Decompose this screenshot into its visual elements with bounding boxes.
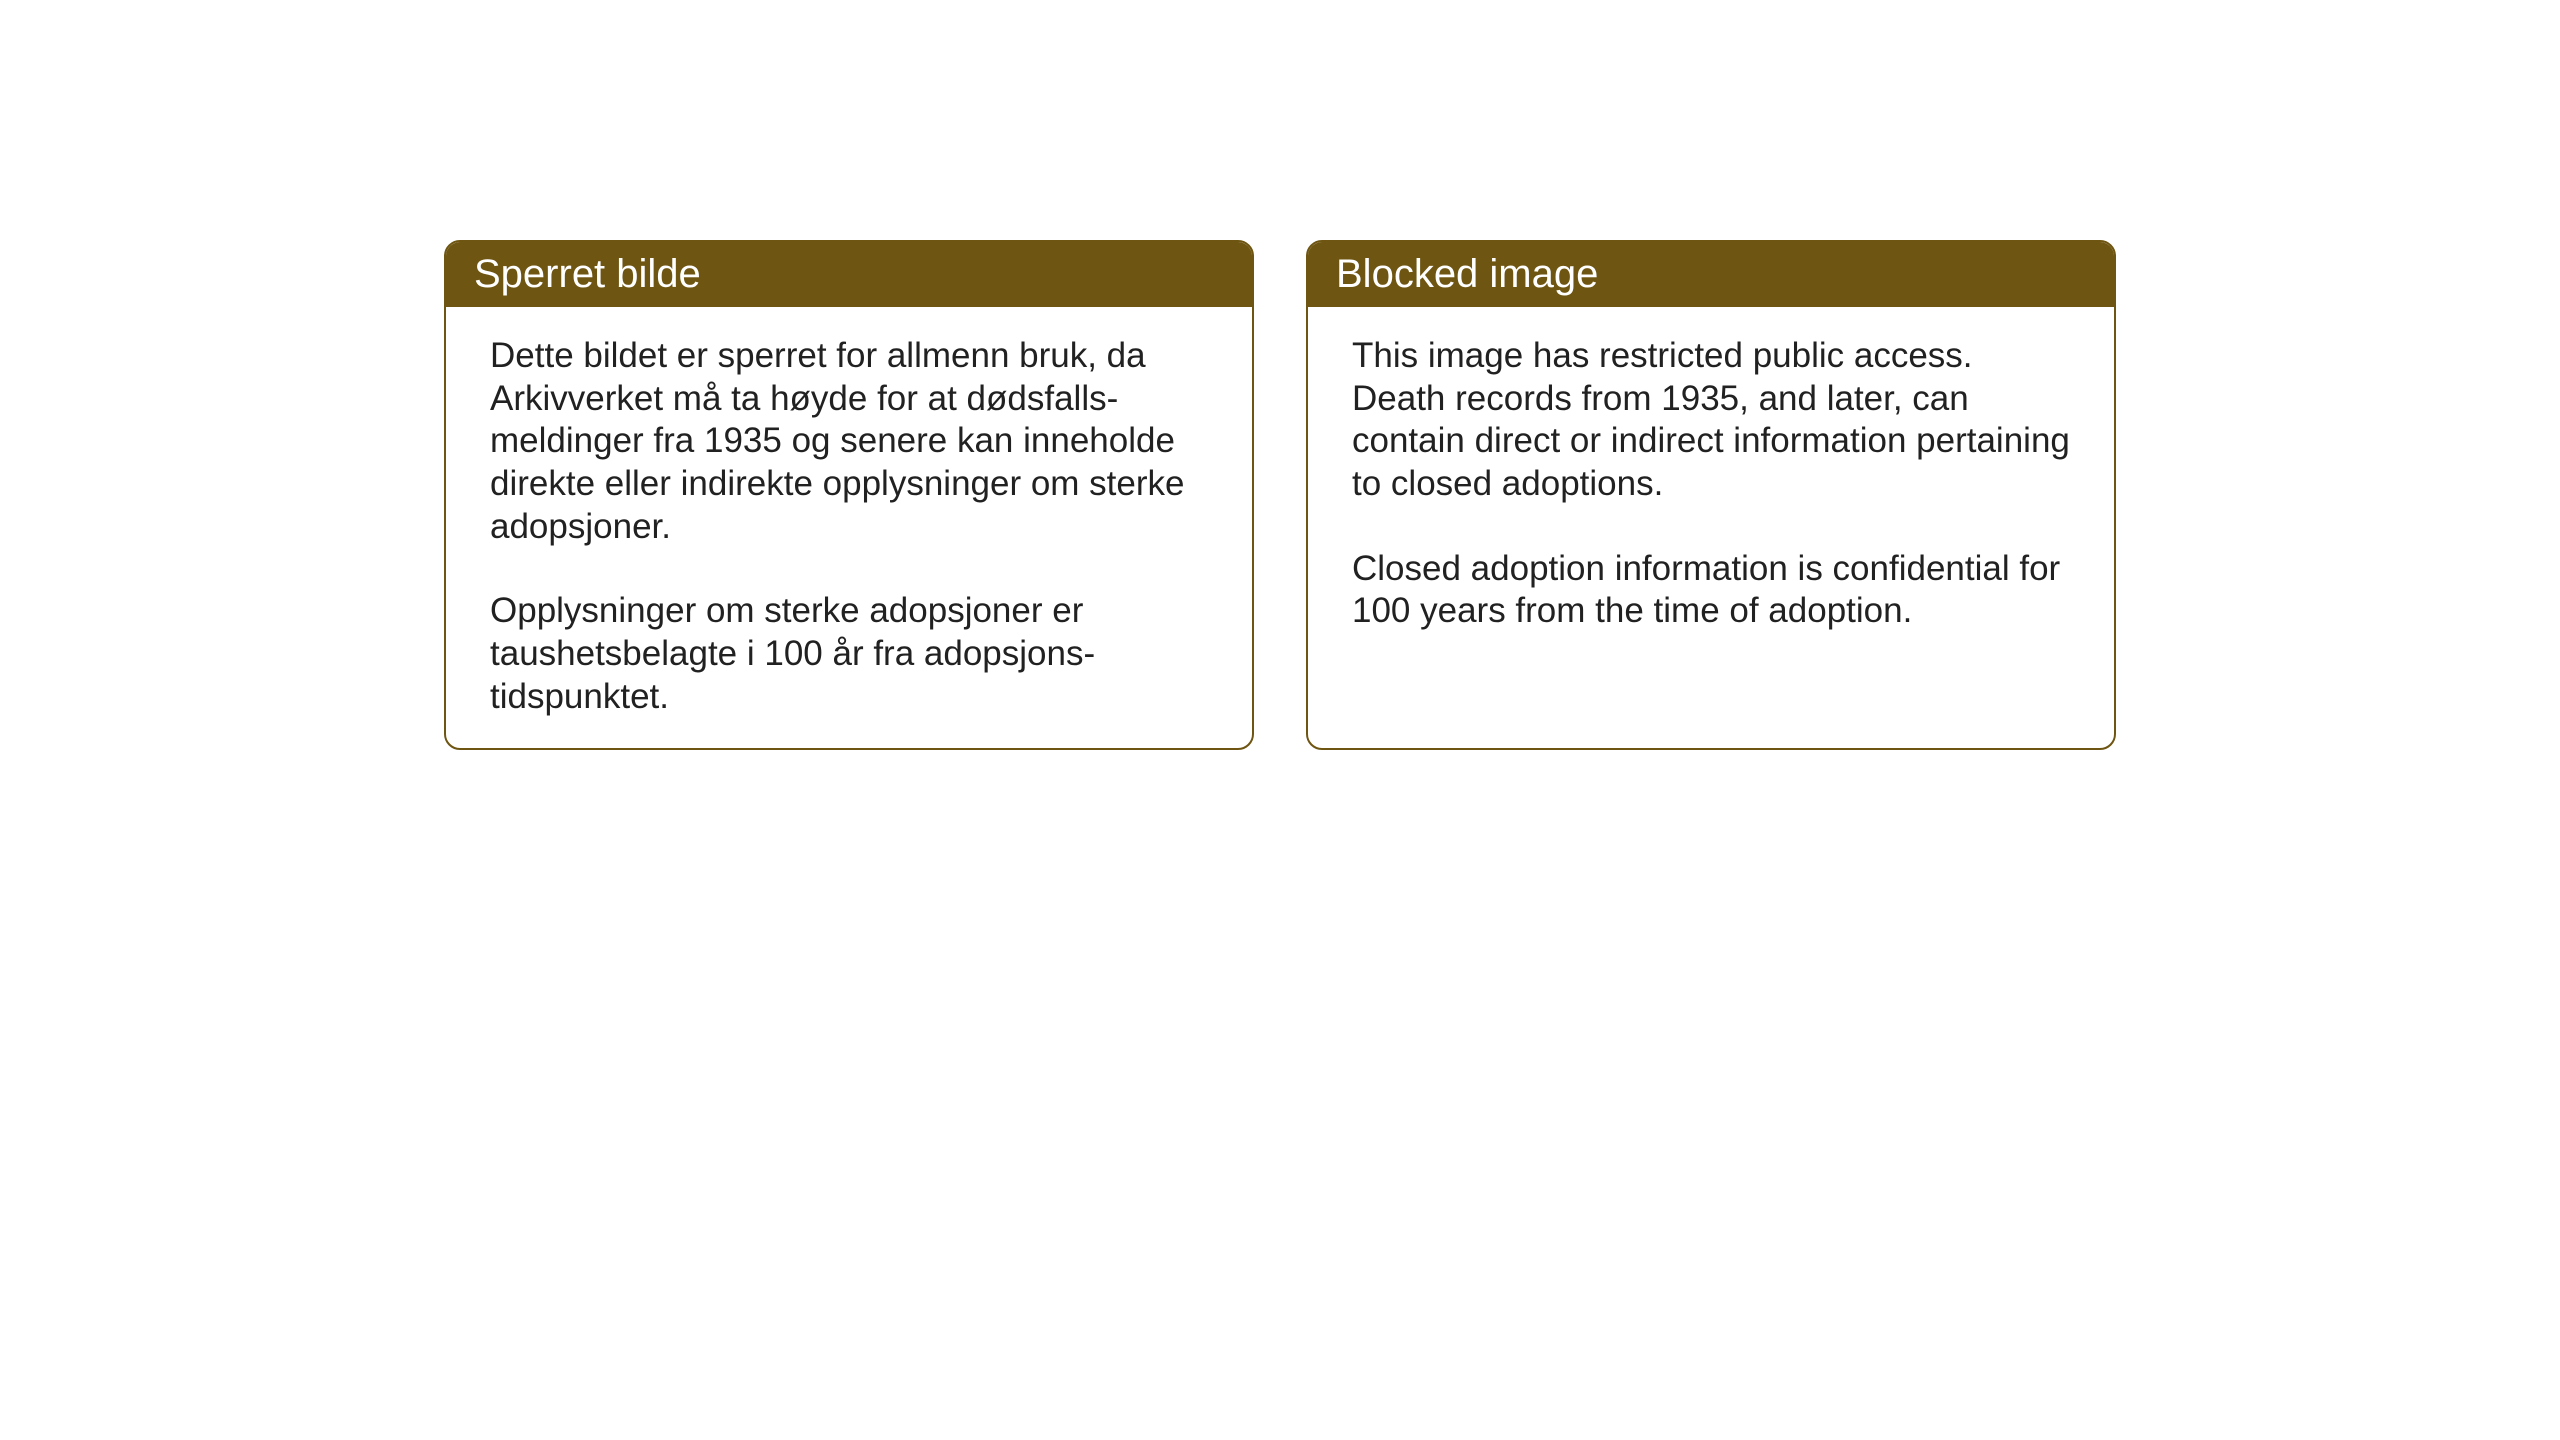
notice-title-english: Blocked image	[1336, 252, 1598, 296]
notice-body-norwegian: Dette bildet er sperret for allmenn bruk…	[446, 307, 1252, 750]
notice-header-english: Blocked image	[1308, 242, 2114, 307]
notice-paragraph-1-english: This image has restricted public access.…	[1352, 335, 2070, 506]
notice-paragraph-2-english: Closed adoption information is confident…	[1352, 548, 2070, 633]
notice-paragraph-1-norwegian: Dette bildet er sperret for allmenn bruk…	[490, 335, 1208, 548]
notice-title-norwegian: Sperret bilde	[474, 252, 701, 296]
notice-paragraph-2-norwegian: Opplysninger om sterke adopsjoner er tau…	[490, 590, 1208, 718]
notice-box-norwegian: Sperret bilde Dette bildet er sperret fo…	[444, 240, 1254, 750]
notice-header-norwegian: Sperret bilde	[446, 242, 1252, 307]
notice-body-english: This image has restricted public access.…	[1308, 307, 2114, 669]
notice-box-english: Blocked image This image has restricted …	[1306, 240, 2116, 750]
notice-container: Sperret bilde Dette bildet er sperret fo…	[444, 240, 2116, 750]
